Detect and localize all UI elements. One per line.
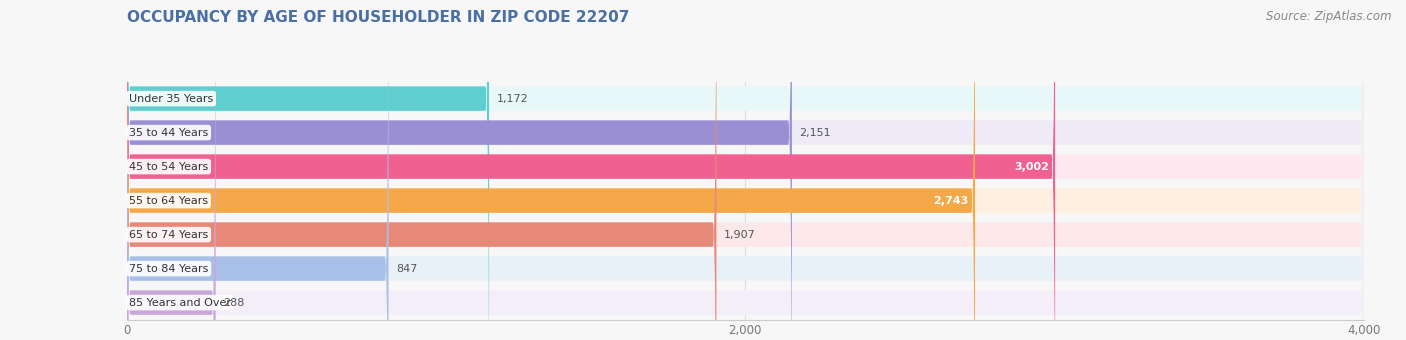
FancyBboxPatch shape bbox=[127, 0, 792, 340]
FancyBboxPatch shape bbox=[127, 0, 1364, 340]
Text: 288: 288 bbox=[224, 298, 245, 308]
Text: 847: 847 bbox=[396, 264, 418, 274]
FancyBboxPatch shape bbox=[127, 0, 489, 340]
FancyBboxPatch shape bbox=[127, 0, 717, 340]
FancyBboxPatch shape bbox=[127, 0, 215, 340]
Text: 75 to 84 Years: 75 to 84 Years bbox=[129, 264, 208, 274]
Text: 55 to 64 Years: 55 to 64 Years bbox=[129, 195, 208, 206]
Text: Under 35 Years: Under 35 Years bbox=[129, 94, 214, 104]
Text: 1,907: 1,907 bbox=[724, 230, 756, 240]
Text: OCCUPANCY BY AGE OF HOUSEHOLDER IN ZIP CODE 22207: OCCUPANCY BY AGE OF HOUSEHOLDER IN ZIP C… bbox=[127, 10, 628, 25]
Text: 85 Years and Over: 85 Years and Over bbox=[129, 298, 231, 308]
FancyBboxPatch shape bbox=[127, 0, 388, 340]
FancyBboxPatch shape bbox=[127, 0, 1364, 340]
Text: Source: ZipAtlas.com: Source: ZipAtlas.com bbox=[1267, 10, 1392, 23]
FancyBboxPatch shape bbox=[127, 0, 1364, 340]
FancyBboxPatch shape bbox=[127, 0, 1364, 340]
Text: 3,002: 3,002 bbox=[1014, 162, 1049, 172]
FancyBboxPatch shape bbox=[127, 0, 1364, 340]
Text: 35 to 44 Years: 35 to 44 Years bbox=[129, 128, 208, 138]
FancyBboxPatch shape bbox=[127, 0, 974, 340]
Text: 65 to 74 Years: 65 to 74 Years bbox=[129, 230, 208, 240]
Text: 45 to 54 Years: 45 to 54 Years bbox=[129, 162, 208, 172]
FancyBboxPatch shape bbox=[127, 0, 1364, 340]
Text: 2,151: 2,151 bbox=[800, 128, 831, 138]
Text: 2,743: 2,743 bbox=[934, 195, 969, 206]
FancyBboxPatch shape bbox=[127, 0, 1054, 340]
Text: 1,172: 1,172 bbox=[496, 94, 529, 104]
FancyBboxPatch shape bbox=[127, 0, 1364, 340]
